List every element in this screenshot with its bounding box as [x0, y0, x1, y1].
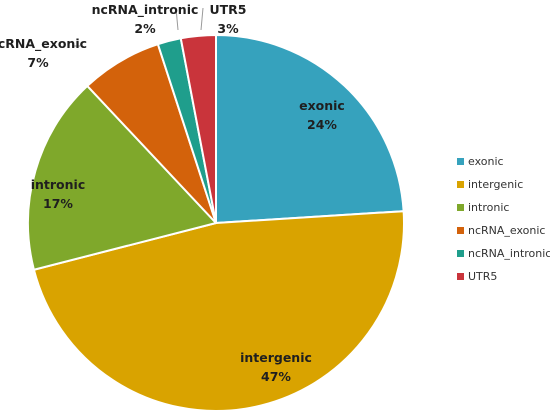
leader-lines	[72, 7, 204, 47]
slice-percent-exonic: 24%	[307, 117, 337, 132]
legend-label-intergenic: intergenic	[468, 178, 523, 191]
slice-label-ncrna-exonic: ncRNA_exonic	[0, 36, 87, 52]
legend-swatch-ncrna-exonic	[457, 227, 464, 234]
legend-swatch-exonic	[457, 158, 464, 165]
slice-percent-ncrna-exonic: 7%	[27, 55, 49, 70]
pie-slices	[27, 33, 405, 412]
pie-slice-intergenic	[32, 210, 405, 412]
legend-label-exonic: exonic	[468, 155, 504, 168]
pie-slice-utr5	[179, 33, 217, 224]
slice-percent-intronic: 17%	[43, 196, 73, 211]
slice-percent-utr5: 3%	[217, 21, 239, 36]
slice-label-intronic: intronic	[31, 177, 86, 192]
slice-label-exonic: exonic	[299, 98, 345, 113]
slice-label-intergenic: intergenic	[240, 350, 312, 365]
leader-line-ncrna-intronic	[175, 7, 179, 31]
legend-label-ncrna-intronic: ncRNA_intronic	[468, 247, 550, 260]
legend-swatch-ncrna-intronic	[457, 250, 464, 257]
pie-slice-intronic	[27, 84, 218, 271]
slice-label-ncrna-intronic: ncRNA_intronic	[92, 2, 199, 18]
leader-line-utr5	[200, 7, 204, 31]
legend: exonic intergenic intronic ncRNA_exonic ncRN…	[457, 155, 550, 283]
legend-label-intronic: intronic	[468, 201, 509, 214]
legend-label-ncrna-exonic: ncRNA_exonic	[468, 224, 545, 237]
slice-labels: exonic 24% intergenic 47% intronic 17% ncRNA_e…	[0, 2, 345, 384]
legend-label-utr5: UTR5	[468, 270, 497, 283]
legend-swatch-intergenic	[457, 181, 464, 188]
slice-percent-ncrna-intronic: 2%	[134, 21, 156, 36]
slice-label-utr5: UTR5	[210, 2, 247, 17]
pie-slice-exonic	[215, 33, 405, 225]
slice-percent-intergenic: 47%	[261, 369, 291, 384]
legend-swatch-intronic	[457, 204, 464, 211]
legend-swatch-utr5	[457, 273, 464, 280]
